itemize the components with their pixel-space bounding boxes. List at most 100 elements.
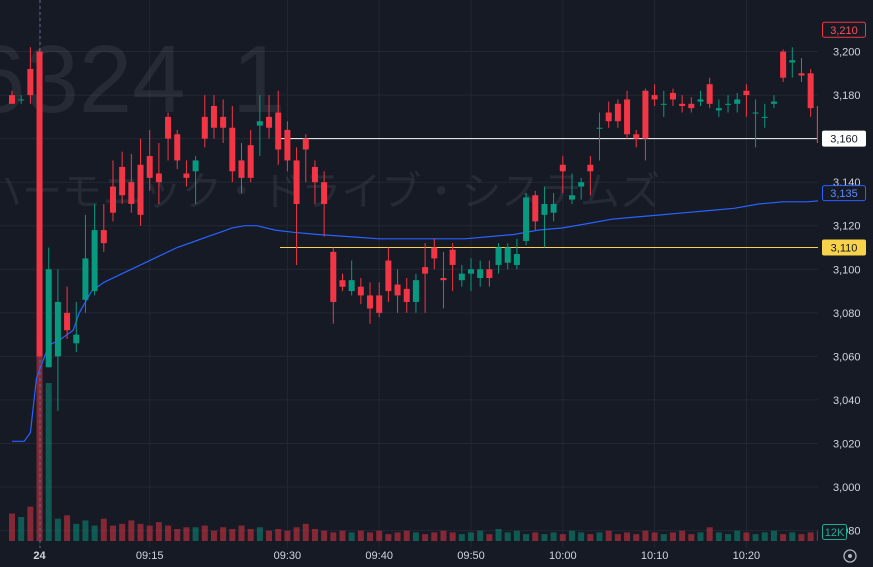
volume-bar	[578, 532, 585, 541]
candle-body	[201, 116, 208, 139]
candle-body	[642, 90, 649, 139]
volume-bar	[45, 383, 52, 541]
candle-body	[183, 173, 190, 178]
time-tick-label: 10:10	[641, 550, 669, 562]
price-tick-label: 3,080	[833, 308, 861, 320]
volume-bar	[376, 530, 383, 541]
volume-bar	[550, 532, 557, 541]
price-axis[interactable]: 2,9803,0003,0203,0403,0603,0803,1003,120…	[818, 0, 873, 567]
candle-body	[550, 203, 557, 213]
volume-bar	[715, 532, 722, 541]
candle-body	[210, 105, 217, 128]
candle-body	[229, 127, 236, 172]
candle-body	[412, 280, 419, 302]
volume-bar	[651, 532, 658, 541]
candle-body	[247, 145, 254, 178]
volume-bar	[789, 532, 796, 541]
candle-body	[155, 173, 162, 183]
candle-body	[541, 203, 548, 215]
candle-body	[165, 116, 172, 139]
time-tick-label: 09:15	[136, 550, 164, 562]
volume-bar	[18, 516, 25, 541]
candle-body	[376, 295, 383, 313]
volume-bar	[752, 534, 759, 541]
candle-body	[302, 138, 309, 150]
volume-bar	[220, 527, 227, 541]
volume-bar	[385, 534, 392, 541]
candle-body	[256, 121, 263, 126]
candle-body	[82, 258, 89, 300]
volume-bar	[587, 534, 594, 541]
volume-bar	[614, 534, 621, 541]
horizontal-price-lines[interactable]	[280, 138, 818, 249]
volume-bar	[137, 523, 144, 541]
candle-body	[761, 116, 768, 118]
volume-bar	[431, 532, 438, 541]
volume-bar	[477, 530, 484, 541]
volume-bar	[458, 534, 465, 541]
candle-body	[624, 99, 631, 135]
volume-badge	[822, 524, 847, 540]
price-badge-label: 3,135	[830, 188, 858, 200]
candle-body	[715, 108, 722, 111]
candle-body	[45, 269, 52, 368]
volume-bar	[660, 534, 667, 541]
volume-bar	[596, 532, 603, 541]
volume-bar	[275, 528, 282, 541]
candle-body	[385, 260, 392, 292]
price-axis-background	[818, 0, 873, 567]
candle-body	[311, 166, 318, 183]
volume-bar	[348, 532, 355, 541]
gear-icon[interactable]	[843, 549, 857, 563]
vwap-line	[12, 196, 873, 442]
volume-bar	[495, 528, 502, 541]
volume-bar	[73, 523, 80, 541]
volume-bar	[706, 527, 713, 541]
volume-bar	[734, 530, 741, 541]
candle-body	[18, 99, 25, 101]
candle-body	[523, 197, 530, 241]
price-tick-label: 3,060	[833, 351, 861, 363]
candle-body	[422, 267, 429, 274]
volume-bar	[367, 532, 374, 541]
volume-bar	[210, 530, 217, 541]
candle-body	[743, 90, 750, 96]
volume-bar	[247, 528, 254, 541]
candle-body	[688, 103, 695, 109]
candle-body	[807, 73, 814, 109]
volume-bar	[642, 530, 649, 541]
symbol-watermark: 6324 1 ハーモニック・ドライブ・システムズ	[0, 26, 660, 215]
candle-body	[119, 166, 126, 196]
candle-body	[752, 112, 759, 114]
candle-body	[532, 195, 539, 222]
candle-body	[284, 129, 291, 161]
volume-bar	[311, 528, 318, 541]
volume-bar	[183, 527, 190, 541]
candle-body	[679, 103, 686, 106]
candle-body	[468, 269, 474, 274]
candle-body	[9, 95, 15, 104]
volume-bar	[523, 534, 530, 541]
candle-body	[504, 247, 511, 263]
candle-body	[431, 247, 438, 259]
volume-bar	[624, 532, 631, 541]
candle-body	[495, 247, 502, 265]
time-tick-label: 09:40	[365, 550, 393, 562]
volume-bar	[192, 527, 199, 541]
candle-body	[486, 269, 493, 278]
volume-bar	[541, 534, 548, 541]
volume-bar	[568, 530, 575, 541]
volume-bar	[761, 532, 768, 541]
axis-settings-button[interactable]	[843, 549, 857, 563]
candle-body	[789, 60, 796, 63]
candle-body	[128, 182, 135, 204]
candle-body	[513, 254, 520, 265]
candle-body	[330, 251, 337, 302]
candle-body	[357, 286, 364, 296]
candle-body	[614, 103, 621, 122]
volume-bar	[229, 528, 236, 541]
time-tick-label: 10:00	[549, 550, 577, 562]
time-axis[interactable]: 24 09:15 09:30 09:40 09:50 10:00 10:10 10:20	[33, 550, 760, 562]
